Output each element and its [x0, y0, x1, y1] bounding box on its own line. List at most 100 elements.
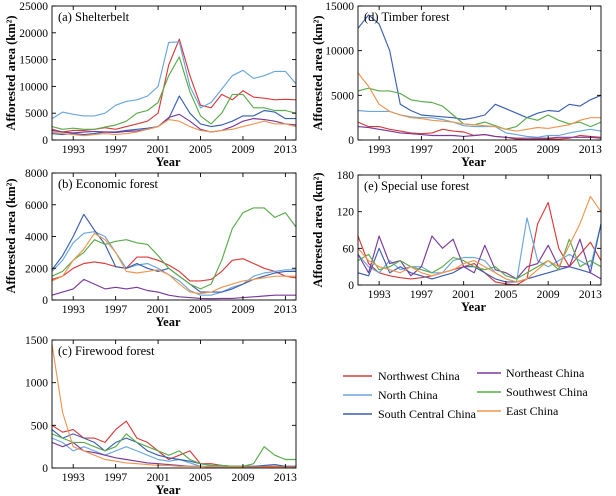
x-tick-label: 1993 [62, 144, 85, 156]
legend-entry: Northwest China [343, 369, 460, 383]
y-tick-label: 8000 [25, 168, 48, 180]
plot-frame [51, 339, 297, 469]
series-line [51, 207, 297, 290]
x-tick-label: 2013 [579, 289, 602, 301]
x-tick-label: 2001 [452, 289, 475, 301]
series-line [357, 238, 602, 280]
series-line [51, 56, 297, 130]
x-tick-label: 1997 [104, 472, 127, 484]
series-line [357, 201, 602, 286]
legend: Northwest China Northeast China North Ch… [343, 366, 588, 421]
series-line [357, 72, 601, 132]
series-line [51, 41, 297, 120]
series-line [51, 231, 296, 296]
y-tick-label: 4000 [25, 232, 48, 244]
x-tick-label: 1997 [410, 144, 433, 156]
y-tick-label: 1500 [25, 335, 48, 347]
x-tick-label: 2005 [189, 472, 212, 484]
x-tick-label: 2013 [579, 144, 602, 156]
series-line [51, 420, 296, 467]
series-line [357, 126, 602, 139]
y-axis-title: Afforested area (km²) [4, 15, 18, 130]
legend-entry: North China [343, 388, 438, 402]
y-tick-label: 15000 [19, 55, 48, 67]
panel-title: (d) Timber forest [364, 10, 450, 24]
series-line [51, 433, 296, 467]
y-tick-label: 10000 [325, 46, 354, 58]
series-line [51, 256, 297, 282]
x-axis-title: Year [156, 483, 181, 496]
y-tick-label: 5000 [331, 90, 354, 102]
plot-frame [357, 5, 602, 141]
x-tick-label: 1993 [368, 144, 391, 156]
x-tick-label: 2013 [274, 304, 297, 316]
y-tick-label: 0 [348, 135, 354, 147]
series-line [51, 119, 297, 137]
y-tick-label: 2000 [25, 263, 48, 275]
series-line [357, 195, 602, 283]
y-tick-label: 180 [337, 170, 355, 182]
legend-entry: East China [477, 404, 559, 418]
chart-panel: 1993 1997 2001 2005 2009 2013 0 5000 10000 15000 2… [4, 1, 297, 169]
x-tick-label: 2009 [537, 289, 560, 301]
x-tick-label: 2001 [147, 472, 170, 484]
series-line [51, 95, 296, 136]
chart-panels: 1993 1997 2001 2005 2009 20130500010000150002… [4, 1, 602, 496]
y-tick-label: 0 [348, 280, 354, 292]
y-tick-label: 120 [337, 207, 355, 219]
y-tick-label: 0 [42, 295, 48, 307]
x-tick-label: 1997 [104, 144, 127, 156]
y-axis-title: Afforested area (km²) [4, 178, 18, 293]
y-tick-label: 20000 [19, 28, 48, 40]
x-tick-label: 2005 [494, 289, 517, 301]
x-axis-title: Year [461, 300, 486, 314]
panel-title: (e) Special use forest [364, 179, 470, 193]
x-tick-label: 1993 [368, 289, 391, 301]
x-tick-label: 2009 [231, 304, 254, 316]
x-tick-label: 1993 [62, 472, 85, 484]
y-axis-title: Afforested area (km²) [311, 172, 325, 287]
legend-label: East China [506, 404, 559, 418]
series-line [357, 223, 602, 283]
x-tick-label: 2009 [231, 144, 254, 156]
y-tick-label: 15000 [325, 1, 354, 13]
panel-title: (c) Firewood forest [58, 344, 155, 358]
series-line [51, 232, 296, 295]
x-tick-label: 1997 [104, 304, 127, 316]
series-line [51, 213, 296, 293]
legend-entry: Northeast China [477, 366, 585, 380]
x-axis-title: Year [156, 155, 181, 169]
series-line [51, 429, 296, 467]
x-axis-title: Year [461, 155, 486, 169]
y-tick-label: 500 [31, 420, 49, 432]
chart-panel: 1993 1997 2001 2005 2009 2013 0 500 1000 1500 (c) … [25, 335, 297, 496]
panel-title: (b) Economic forest [58, 177, 158, 191]
legend-entry: South Central China [343, 407, 477, 421]
series-line [357, 14, 602, 121]
x-tick-label: 2009 [537, 144, 560, 156]
y-axis-title: Afforested area (km²) [311, 15, 325, 130]
x-tick-label: 2005 [189, 144, 212, 156]
series-line [51, 38, 297, 133]
x-tick-label: 2001 [147, 304, 170, 316]
y-tick-label: 1000 [25, 378, 48, 390]
y-tick-label: 25000 [19, 1, 48, 13]
legend-label: North China [378, 388, 438, 402]
chart-panel: 1993 1997 2001 2005 2009 2013 0 60 120 180 (e) Spe… [311, 170, 602, 314]
y-tick-label: 60 [343, 243, 355, 255]
legend-label: Northwest China [378, 369, 460, 383]
legend-label: South Central China [378, 407, 477, 421]
y-tick-label: 10000 [19, 81, 48, 93]
plot-frame [51, 5, 297, 141]
legend-label: Southwest China [506, 385, 588, 399]
y-tick-label: 0 [42, 463, 48, 475]
x-tick-label: 2013 [274, 472, 297, 484]
legend-entry: Southwest China [477, 385, 588, 399]
y-tick-label: 0 [42, 135, 48, 147]
x-tick-label: 1997 [410, 289, 433, 301]
series-line [51, 344, 296, 468]
x-tick-label: 2009 [231, 472, 254, 484]
x-tick-label: 2005 [189, 304, 212, 316]
chart-panel: 1993 1997 2001 2005 2009 2013 0 2000 4000 6000 800… [4, 168, 297, 329]
